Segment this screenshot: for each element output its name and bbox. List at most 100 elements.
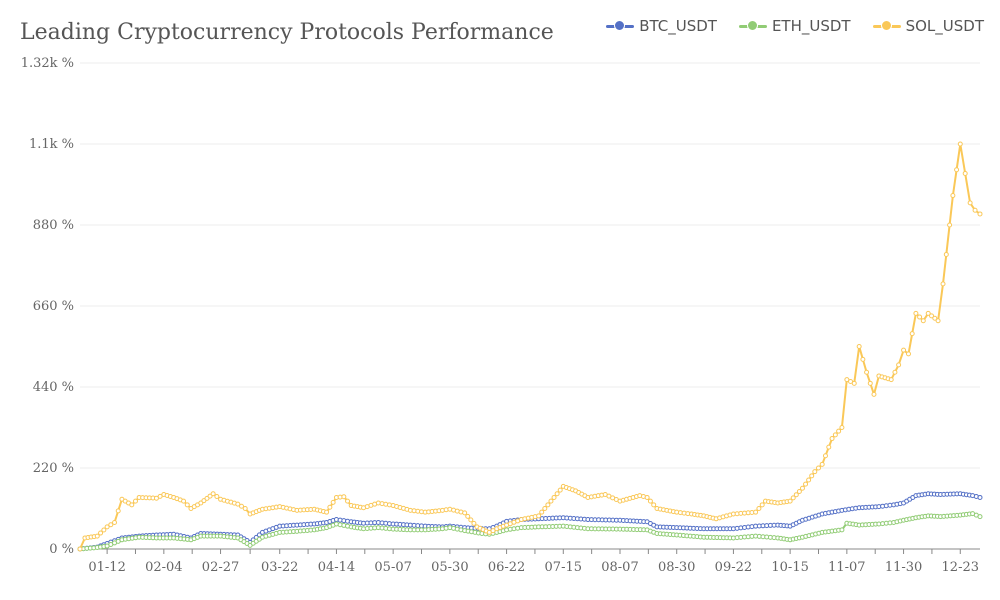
x-tick-label: 07-15 [545,560,582,575]
data-point-sol-usdt [753,509,759,515]
data-point-sol-usdt [932,315,938,321]
data-point-sol-usdt [327,504,333,510]
data-point-sol-usdt [759,502,765,508]
data-point-sol-usdt [812,469,818,475]
data-point-sol-usdt [324,509,330,515]
data-point-sol-usdt [210,491,216,497]
legend-swatch [872,19,901,33]
series-line-btc-usdt [79,492,981,550]
data-point-sol-usdt [651,502,657,508]
legend-item-btc-usdt[interactable]: BTC_USDT [606,17,717,35]
chart-title: Leading Cryptocurrency Protocols Perform… [20,20,554,45]
data-point-sol-usdt [157,493,163,499]
data-point-eth-usdt [977,514,983,520]
x-tick-label: 05-30 [431,560,468,575]
data-point-sol-usdt [856,344,862,349]
data-point-sol-usdt [108,522,114,528]
data-point-sol-usdt [832,432,838,438]
x-tick-label: 05-07 [374,560,411,575]
x-tick-label: 11-07 [828,560,865,575]
data-point-sol-usdt [214,494,220,500]
y-tick-label: 0 % [49,542,74,557]
data-point-sol-usdt [836,428,842,434]
x-tick-label: 08-30 [658,560,695,575]
data-point-sol-usdt [848,378,854,384]
data-point-sol-usdt [787,498,793,504]
data-point-sol-usdt [341,494,347,500]
data-point-sol-usdt [184,502,190,508]
legend-item-eth-usdt[interactable]: ETH_USDT [738,17,851,35]
data-point-sol-usdt [950,193,956,199]
data-point-sol-usdt [943,251,949,257]
data-point-btc-usdt [977,494,983,500]
data-point-sol-usdt [925,310,931,316]
data-point-sol-usdt [896,362,902,368]
data-point-sol-usdt [913,310,919,316]
data-point-sol-usdt [644,494,650,500]
data-point-sol-usdt [972,207,978,213]
y-tick-label: 660 % [33,299,74,314]
data-point-sol-usdt [920,318,926,324]
y-tick-label: 440 % [33,380,74,395]
data-point-sol-usdt [539,509,545,515]
data-point-sol-usdt [239,503,245,509]
data-point-sol-usdt [819,461,825,467]
data-point-sol-usdt [839,425,845,430]
data-point-sol-usdt [490,528,496,534]
data-point-sol-usdt [756,506,762,511]
x-tick-label: 11-30 [885,560,922,575]
x-tick-label: 04-14 [318,560,355,575]
legend-dot [614,20,626,31]
data-point-sol-usdt [468,517,474,523]
data-point-sol-usdt [115,508,121,514]
legend-item-sol-usdt[interactable]: SOL_USDT [872,17,984,35]
y-tick-label: 1.1k % [29,137,74,152]
data-point-sol-usdt [809,473,815,479]
data-point-sol-usdt [98,530,104,536]
legend-label: ETH_USDT [771,17,851,35]
data-point-sol-usdt [471,520,477,526]
data-point-sol-usdt [235,501,241,507]
data-point-sol-usdt [790,495,796,501]
data-point-sol-usdt [104,524,110,530]
legend-swatch [606,19,635,33]
x-tick-label: 10-15 [771,560,808,575]
data-point-sol-usdt [905,351,911,357]
data-point-sol-usdt [330,499,336,505]
data-point-sol-usdt [977,211,983,217]
data-point-sol-usdt [901,347,907,353]
data-point-sol-usdt [962,170,968,176]
data-point-sol-usdt [829,436,835,442]
legend-swatch [738,19,767,33]
data-point-sol-usdt [181,498,187,504]
data-point-sol-usdt [536,513,542,519]
data-point-sol-usdt [242,506,248,511]
data-point-sol-usdt [77,546,83,552]
x-tick-label: 12-23 [942,560,979,575]
legend-dot [746,20,758,31]
data-point-sol-usdt [888,377,894,383]
data-point-sol-usdt [851,380,857,386]
data-point-sol-usdt [796,488,802,494]
x-tick-label: 06-22 [488,560,525,575]
data-point-sol-usdt [554,491,560,497]
y-tick-label: 220 % [33,461,74,476]
data-point-sol-usdt [909,331,915,337]
y-tick-label: 1.32k % [21,56,74,71]
data-point-sol-usdt [462,510,468,516]
x-tick-label: 09-22 [715,560,752,575]
data-point-sol-usdt [551,494,557,500]
data-point-sol-usdt [101,527,107,533]
data-point-sol-usdt [826,444,832,450]
data-point-sol-usdt [892,369,898,375]
data-point-sol-usdt [542,506,548,511]
data-point-sol-usdt [967,200,973,206]
legend-dot [880,20,892,31]
x-tick-label: 08-07 [601,560,638,575]
data-point-sol-usdt [822,453,828,459]
data-point-sol-usdt [112,519,118,525]
x-tick-label: 02-04 [145,560,182,575]
data-point-sol-usdt [557,487,563,493]
data-point-sol-usdt [860,356,866,362]
